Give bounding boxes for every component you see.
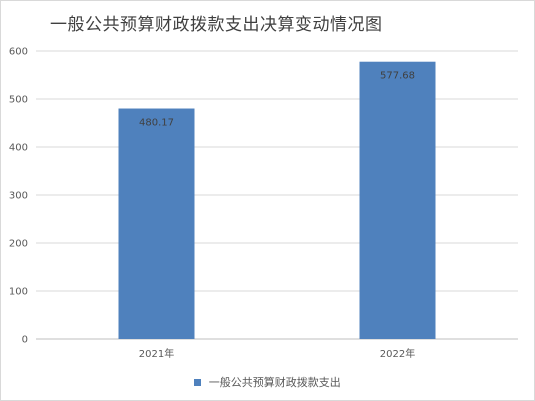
y-tick-label: 100 bbox=[9, 287, 28, 298]
y-tick-label: 200 bbox=[9, 239, 28, 250]
data-label: 480.17 bbox=[139, 118, 174, 129]
y-tick-label: 400 bbox=[9, 143, 28, 154]
bar bbox=[359, 61, 436, 340]
legend: 一般公共预算财政拨款支出 bbox=[0, 374, 535, 390]
y-tick-label: 600 bbox=[9, 47, 28, 58]
legend-swatch bbox=[194, 378, 202, 386]
y-tick-label: 0 bbox=[22, 335, 28, 346]
x-tick-label: 2022年 bbox=[380, 347, 415, 360]
bar bbox=[118, 108, 195, 339]
y-tick-label: 500 bbox=[9, 95, 28, 106]
legend-label: 一般公共预算财政拨款支出 bbox=[208, 376, 341, 389]
x-tick-label: 2021年 bbox=[139, 347, 174, 360]
data-label: 577.68 bbox=[380, 71, 415, 82]
chart-title: 一般公共预算财政拨款支出决算变动情况图 bbox=[50, 15, 383, 35]
y-tick-label: 300 bbox=[9, 191, 28, 202]
